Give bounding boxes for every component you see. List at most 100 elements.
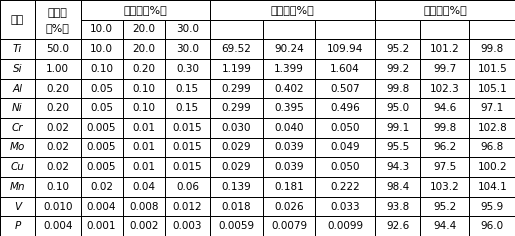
Bar: [315, 177, 375, 197]
Bar: [35, 216, 80, 236]
Text: 0.06: 0.06: [176, 182, 199, 192]
Bar: [80, 98, 123, 118]
Text: Al: Al: [12, 84, 23, 93]
Bar: [0, 0, 35, 39]
Text: Mo: Mo: [10, 143, 25, 152]
Bar: [210, 59, 263, 79]
Text: 0.222: 0.222: [330, 182, 360, 192]
Bar: [315, 157, 375, 177]
Bar: [420, 59, 470, 79]
Text: 0.040: 0.040: [274, 123, 304, 133]
Bar: [80, 0, 210, 20]
Text: 0.008: 0.008: [129, 202, 159, 211]
Text: 0.15: 0.15: [176, 84, 199, 93]
Bar: [315, 138, 375, 157]
Bar: [80, 138, 123, 157]
Text: 100.2: 100.2: [477, 162, 507, 172]
Bar: [35, 118, 80, 138]
Bar: [375, 20, 420, 39]
Text: 0.496: 0.496: [330, 103, 360, 113]
Bar: [123, 216, 165, 236]
Bar: [263, 177, 315, 197]
Bar: [0, 216, 35, 236]
Text: 94.4: 94.4: [433, 221, 457, 231]
Text: 0.01: 0.01: [132, 162, 155, 172]
Bar: [210, 177, 263, 197]
Bar: [210, 79, 263, 98]
Bar: [35, 197, 80, 216]
Bar: [263, 20, 315, 39]
Text: 0.02: 0.02: [46, 123, 70, 133]
Bar: [375, 79, 420, 98]
Bar: [0, 197, 35, 216]
Bar: [35, 79, 80, 98]
Text: 0.049: 0.049: [330, 143, 360, 152]
Text: 0.029: 0.029: [221, 162, 251, 172]
Bar: [165, 138, 210, 157]
Text: 0.02: 0.02: [46, 162, 70, 172]
Text: 95.9: 95.9: [480, 202, 504, 211]
Text: （%）: （%）: [46, 22, 70, 33]
Bar: [263, 216, 315, 236]
Text: 0.299: 0.299: [221, 84, 251, 93]
Text: 103.2: 103.2: [430, 182, 460, 192]
Text: Cu: Cu: [11, 162, 24, 172]
Bar: [123, 79, 165, 98]
Bar: [123, 177, 165, 197]
Text: 0.015: 0.015: [173, 143, 202, 152]
Bar: [263, 98, 315, 118]
Text: 30.0: 30.0: [176, 44, 199, 54]
Text: 0.030: 0.030: [222, 123, 251, 133]
Text: 0.01: 0.01: [132, 143, 155, 152]
Bar: [0, 157, 35, 177]
Bar: [165, 59, 210, 79]
Text: 96.2: 96.2: [433, 143, 457, 152]
Bar: [80, 20, 123, 39]
Bar: [263, 118, 315, 138]
Bar: [35, 138, 80, 157]
Bar: [420, 118, 470, 138]
Bar: [80, 177, 123, 197]
Bar: [123, 98, 165, 118]
Bar: [165, 98, 210, 118]
Bar: [470, 157, 515, 177]
Text: Ti: Ti: [13, 44, 22, 54]
Bar: [470, 79, 515, 98]
Text: 测得量（%）: 测得量（%）: [271, 5, 315, 15]
Bar: [315, 118, 375, 138]
Text: V: V: [14, 202, 21, 211]
Bar: [470, 98, 515, 118]
Text: 0.15: 0.15: [176, 103, 199, 113]
Bar: [35, 0, 80, 39]
Bar: [420, 79, 470, 98]
Bar: [0, 177, 35, 197]
Text: 93.8: 93.8: [386, 202, 409, 211]
Text: 20.0: 20.0: [132, 44, 155, 54]
Text: 0.01: 0.01: [132, 123, 155, 133]
Bar: [315, 79, 375, 98]
Text: 0.30: 0.30: [176, 64, 199, 74]
Text: 0.02: 0.02: [90, 182, 113, 192]
Text: 95.2: 95.2: [386, 44, 409, 54]
Bar: [420, 39, 470, 59]
Bar: [315, 98, 375, 118]
Text: 102.3: 102.3: [430, 84, 460, 93]
Bar: [470, 177, 515, 197]
Text: 99.1: 99.1: [386, 123, 409, 133]
Text: 104.1: 104.1: [477, 182, 507, 192]
Text: Si: Si: [13, 64, 22, 74]
Bar: [35, 157, 80, 177]
Bar: [35, 59, 80, 79]
Bar: [375, 216, 420, 236]
Bar: [210, 98, 263, 118]
Bar: [210, 0, 375, 20]
Text: 90.24: 90.24: [274, 44, 304, 54]
Bar: [375, 98, 420, 118]
Bar: [123, 118, 165, 138]
Bar: [123, 59, 165, 79]
Text: 0.003: 0.003: [173, 221, 202, 231]
Bar: [123, 20, 165, 39]
Bar: [315, 20, 375, 39]
Text: 1.399: 1.399: [274, 64, 304, 74]
Bar: [0, 98, 35, 118]
